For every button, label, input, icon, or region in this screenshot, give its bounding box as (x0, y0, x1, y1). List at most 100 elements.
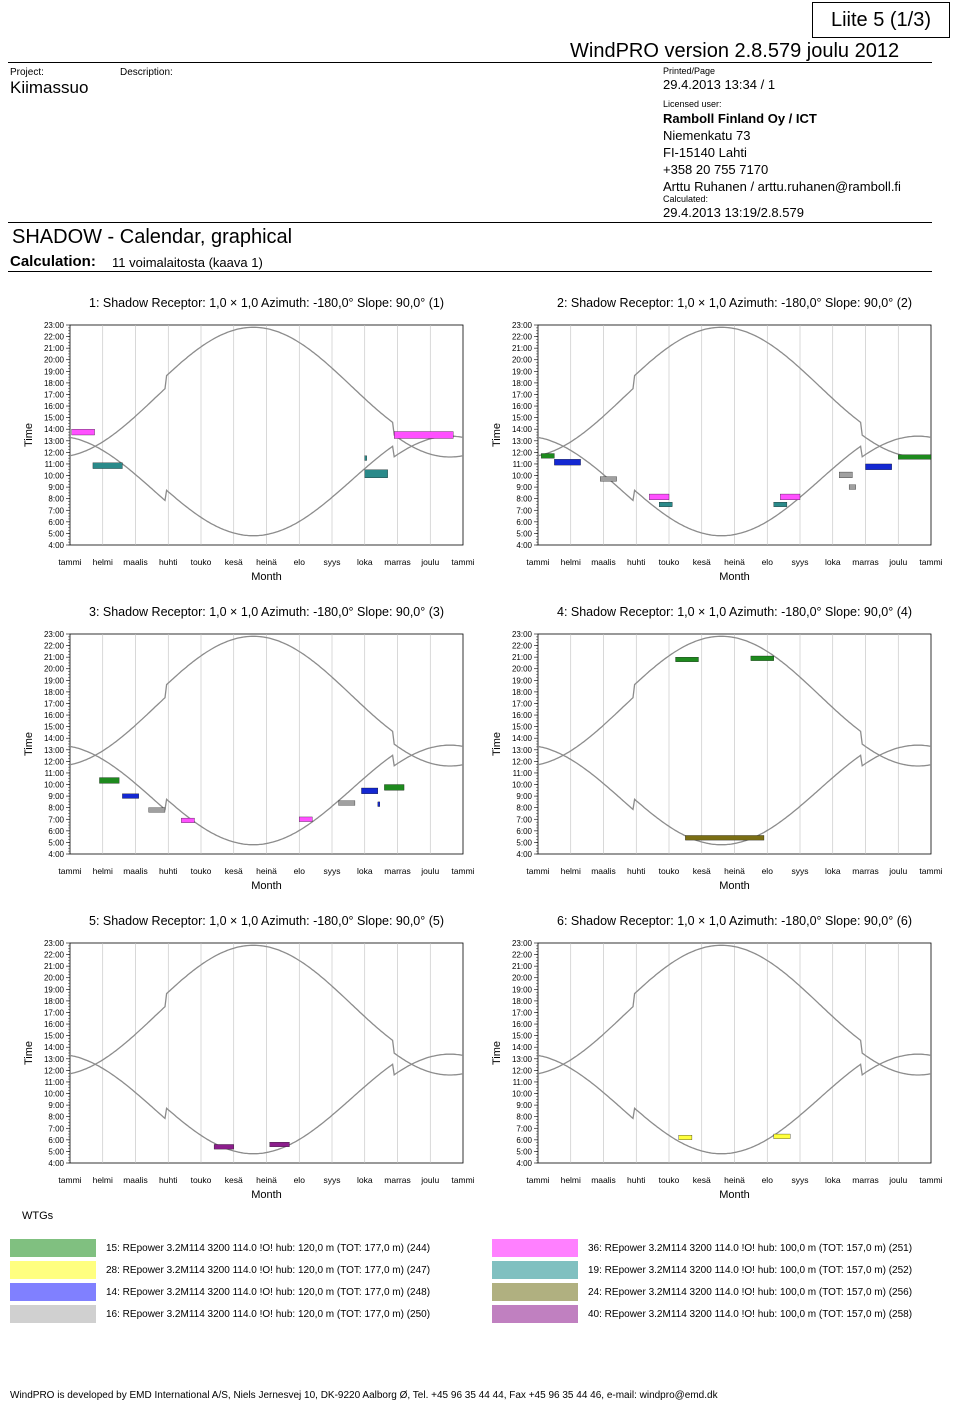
x-axis-label: Month (719, 880, 750, 892)
y-tick-label: 20:00 (512, 974, 533, 983)
y-tick-label: 18:00 (44, 997, 65, 1006)
x-tick-label: touko (659, 866, 680, 876)
y-tick-label: 22:00 (512, 951, 533, 960)
x-tick-label: maalis (591, 557, 616, 567)
y-tick-label: 21:00 (512, 653, 533, 662)
legend-swatch (492, 1261, 578, 1279)
y-tick-label: 21:00 (512, 962, 533, 971)
y-tick-label: 23:00 (512, 939, 533, 948)
section-box (8, 222, 932, 272)
x-tick-label: huhti (159, 866, 178, 876)
y-tick-label: 6:00 (48, 1136, 64, 1145)
header-divider (8, 62, 932, 63)
x-tick-label: helmi (561, 1175, 581, 1185)
x-tick-label: huhti (159, 557, 178, 567)
x-tick-label: loka (357, 1175, 373, 1185)
x-axis-label: Month (719, 571, 750, 583)
shadow-mark-wtg19 (659, 502, 673, 507)
y-tick-label: 9:00 (516, 483, 532, 492)
shadow-mark-wtg19 (92, 462, 123, 469)
y-tick-label: 6:00 (48, 518, 64, 527)
x-tick-label: helmi (561, 866, 581, 876)
y-tick-label: 14:00 (44, 734, 65, 743)
shadow-mark-wtg36 (181, 817, 195, 823)
y-tick-label: 23:00 (44, 321, 65, 330)
x-tick-label: tammi (526, 866, 549, 876)
y-tick-label: 16:00 (44, 1020, 65, 1029)
y-tick-label: 11:00 (45, 769, 65, 778)
y-tick-label: 16:00 (512, 711, 533, 720)
x-tick-label: huhti (159, 1175, 178, 1185)
licensed-label: Licensed user: (663, 99, 722, 109)
shadow-mark-wtg19 (364, 469, 388, 478)
legend-item-wtg15: 15: REpower 3.2M114 3200 114.0 !O! hub: … (10, 1239, 430, 1257)
x-tick-label: loka (825, 557, 841, 567)
y-tick-label: 9:00 (48, 1101, 64, 1110)
x-tick-label: tammi (526, 1175, 549, 1185)
y-tick-label: 6:00 (516, 827, 532, 836)
x-tick-label: tammi (526, 557, 549, 567)
shadow-mark-wtg15 (675, 657, 699, 662)
x-tick-label: loka (357, 866, 373, 876)
x-tick-label: touko (659, 1175, 680, 1185)
shadow-mark-wtg15 (898, 454, 932, 460)
x-tick-label: kesä (225, 866, 243, 876)
y-tick-label: 5:00 (48, 529, 64, 538)
y-tick-label: 15:00 (512, 1032, 533, 1041)
calculated-label: Calculated: (663, 194, 709, 204)
appendix-label: Liite 5 (1/3) (812, 2, 950, 38)
x-tick-label: marras (852, 557, 878, 567)
y-tick-label: 21:00 (512, 344, 533, 353)
y-tick-label: 6:00 (48, 827, 64, 836)
shadow-mark-wtg40 (269, 1142, 290, 1147)
shadow-mark-wtg14 (361, 787, 379, 794)
shadow-mark-wtg16 (600, 476, 617, 482)
x-tick-label: tammi (919, 557, 942, 567)
y-tick-label: 14:00 (512, 734, 533, 743)
description-label: Description: (120, 67, 173, 78)
y-tick-label: 22:00 (512, 333, 533, 342)
y-tick-label: 21:00 (44, 653, 65, 662)
y-tick-label: 17:00 (512, 1008, 533, 1017)
y-tick-label: 20:00 (44, 356, 65, 365)
y-tick-label: 5:00 (48, 838, 64, 847)
y-tick-label: 22:00 (44, 333, 65, 342)
sunrise-curve (537, 744, 932, 846)
legend-swatch (492, 1239, 578, 1257)
y-tick-label: 18:00 (44, 379, 65, 388)
sunset-curve (69, 635, 464, 767)
x-tick-label: joulu (420, 1175, 439, 1185)
legend-swatch (10, 1239, 96, 1257)
x-tick-label: heinä (724, 1175, 745, 1185)
y-tick-label: 12:00 (512, 757, 533, 766)
x-tick-label: maalis (123, 557, 148, 567)
y-tick-label: 4:00 (516, 1159, 532, 1168)
project-name: Kiimassuo (10, 78, 89, 97)
y-tick-label: 14:00 (44, 425, 65, 434)
x-axis-label: Month (251, 1189, 282, 1200)
shadow-mark-wtg16 (148, 807, 166, 813)
y-tick-label: 14:00 (512, 1043, 533, 1052)
y-tick-label: 7:00 (516, 506, 532, 515)
legend-swatch (10, 1261, 96, 1279)
legend-swatch (10, 1305, 96, 1323)
y-tick-label: 16:00 (44, 711, 65, 720)
y-tick-label: 15:00 (512, 723, 533, 732)
x-tick-label: touko (659, 557, 680, 567)
y-tick-label: 8:00 (48, 495, 64, 504)
y-tick-label: 17:00 (512, 390, 533, 399)
y-tick-label: 22:00 (44, 642, 65, 651)
x-tick-label: kesä (225, 1175, 243, 1185)
y-tick-label: 7:00 (48, 506, 64, 515)
x-tick-label: loka (357, 557, 373, 567)
x-tick-label: touko (191, 1175, 212, 1185)
y-tick-label: 15:00 (44, 414, 65, 423)
x-tick-label: huhti (627, 1175, 646, 1185)
x-tick-label: kesä (693, 866, 711, 876)
legend-swatch (10, 1283, 96, 1301)
windpro-version: WindPRO version 2.8.579 joulu 2012 (570, 40, 900, 62)
x-tick-label: tammi (451, 866, 474, 876)
y-tick-label: 8:00 (48, 804, 64, 813)
x-tick-label: kesä (693, 1175, 711, 1185)
legend-label: 15: REpower 3.2M114 3200 114.0 !O! hub: … (106, 1242, 431, 1254)
